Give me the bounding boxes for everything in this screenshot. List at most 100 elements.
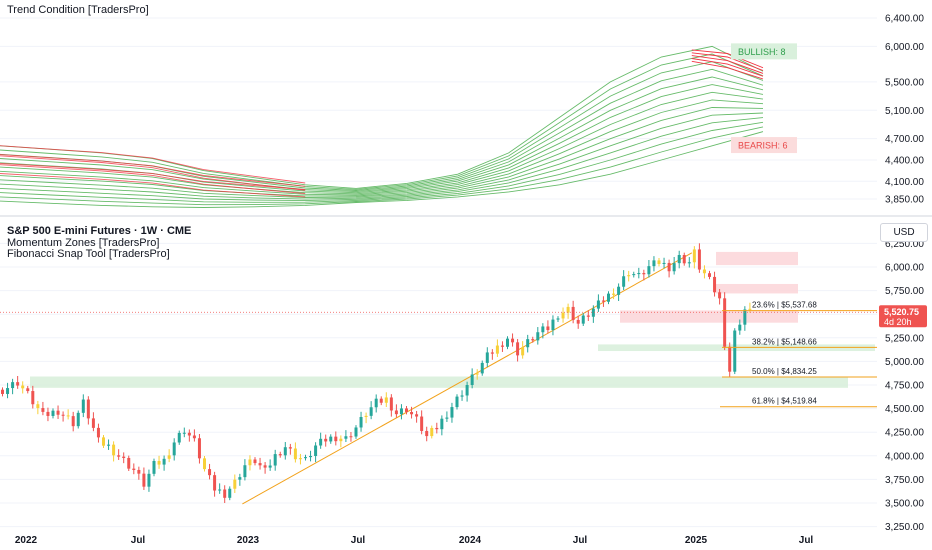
- trend-ribbon-bear-line: [0, 145, 306, 184]
- candle: [36, 400, 40, 415]
- candle: [324, 434, 328, 447]
- candle: [122, 452, 126, 464]
- supply-zone: [716, 251, 798, 266]
- candle: [127, 455, 131, 471]
- main-y-tick-label: 3,500.00: [885, 499, 924, 510]
- x-tick-label: Jul: [351, 535, 366, 546]
- trend-ribbon-line: [0, 121, 764, 203]
- candle: [708, 270, 711, 280]
- trend-ribbon-line: [0, 117, 764, 202]
- candle: [298, 453, 302, 465]
- candle: [273, 449, 277, 471]
- candle: [152, 458, 156, 477]
- candle: [475, 369, 479, 380]
- candle: [147, 469, 151, 492]
- trend-ribbon-line: [0, 91, 764, 196]
- candle: [743, 306, 747, 331]
- candle: [581, 313, 585, 326]
- candle: [521, 341, 525, 359]
- candle: [541, 323, 545, 339]
- main-y-tick-label: 4,000.00: [885, 451, 924, 462]
- candle: [319, 432, 323, 449]
- candle: [288, 443, 292, 455]
- trend-ribbon-bear-line: [691, 60, 764, 80]
- main-y-tick-label: 5,000.00: [885, 357, 924, 368]
- candle: [561, 307, 565, 323]
- candle: [733, 328, 737, 375]
- candle: [354, 425, 358, 439]
- candle: [728, 342, 732, 377]
- candle: [117, 449, 121, 460]
- demand-zone: [30, 376, 848, 388]
- candle: [551, 315, 555, 336]
- trend-ribbon-bear-line: [0, 155, 306, 191]
- trend-ribbon-line: [0, 126, 764, 206]
- trend-ribbon-bear-line: [0, 173, 306, 198]
- candle: [359, 411, 363, 432]
- candle: [445, 411, 449, 423]
- candle: [566, 303, 570, 319]
- main-y-tick-label: 3,250.00: [885, 522, 924, 533]
- candle: [51, 408, 55, 419]
- candle: [102, 435, 105, 449]
- candle: [556, 316, 560, 322]
- trend-ribbon-line: [0, 53, 764, 190]
- candle: [662, 257, 666, 269]
- trend-ribbon-bear-line: [0, 164, 306, 195]
- trendline: [242, 252, 693, 505]
- indicator-fibonacci-label[interactable]: Fibonacci Snap Tool [TradersPro]: [7, 248, 170, 260]
- candle: [682, 252, 686, 266]
- candle: [263, 462, 267, 474]
- candle: [687, 257, 691, 268]
- trend-ribbon-bear-line: [691, 55, 764, 74]
- fib-level-label: 38.2% | $5,148.66: [752, 337, 817, 346]
- top-y-tick-label: 6,000.00: [885, 42, 924, 53]
- trend-ribbon-line: [0, 99, 764, 197]
- candle: [213, 471, 217, 497]
- candle: [632, 271, 636, 278]
- candle: [81, 394, 85, 418]
- candle: [576, 315, 580, 329]
- x-tick-label: 2022: [15, 535, 38, 546]
- candle: [66, 409, 70, 420]
- candle: [415, 410, 419, 423]
- candle: [677, 250, 681, 269]
- candle: [607, 291, 610, 305]
- candle: [495, 339, 499, 357]
- candle: [536, 327, 540, 345]
- trend-ribbon-line: [0, 131, 764, 208]
- bullish-badge: BULLISH: 8: [731, 43, 797, 60]
- symbol-title[interactable]: S&P 500 E-mini Futures · 1W · CME: [7, 225, 192, 237]
- candle: [203, 455, 206, 472]
- fib-level-label: 50.0% | $4,834.25: [752, 367, 817, 376]
- candle: [622, 270, 626, 291]
- main-y-tick-label: 5,750.00: [885, 286, 924, 297]
- currency-button[interactable]: USD: [880, 223, 928, 242]
- candle: [642, 269, 646, 281]
- candle: [455, 394, 459, 410]
- candle: [460, 390, 464, 401]
- x-tick-label: Jul: [799, 535, 814, 546]
- candle: [617, 283, 621, 301]
- candle: [389, 394, 393, 417]
- candle: [167, 449, 171, 463]
- candle: [1, 387, 4, 397]
- candle: [531, 336, 535, 343]
- indicator-momentum-label[interactable]: Momentum Zones [TradersPro]: [7, 237, 160, 249]
- candle: [238, 473, 242, 486]
- main-y-tick-label: 4,500.00: [885, 404, 924, 415]
- candle: [76, 410, 80, 429]
- candle: [647, 260, 651, 278]
- candle: [258, 457, 262, 470]
- candle: [86, 396, 90, 425]
- candle: [314, 442, 318, 463]
- candle: [142, 467, 146, 490]
- candle: [718, 288, 722, 305]
- candle: [601, 296, 605, 307]
- candle: [349, 432, 353, 442]
- trend-ribbon-line: [0, 76, 764, 194]
- candle: [652, 256, 656, 272]
- trend-ribbon-line: [0, 112, 764, 200]
- candle: [369, 401, 373, 420]
